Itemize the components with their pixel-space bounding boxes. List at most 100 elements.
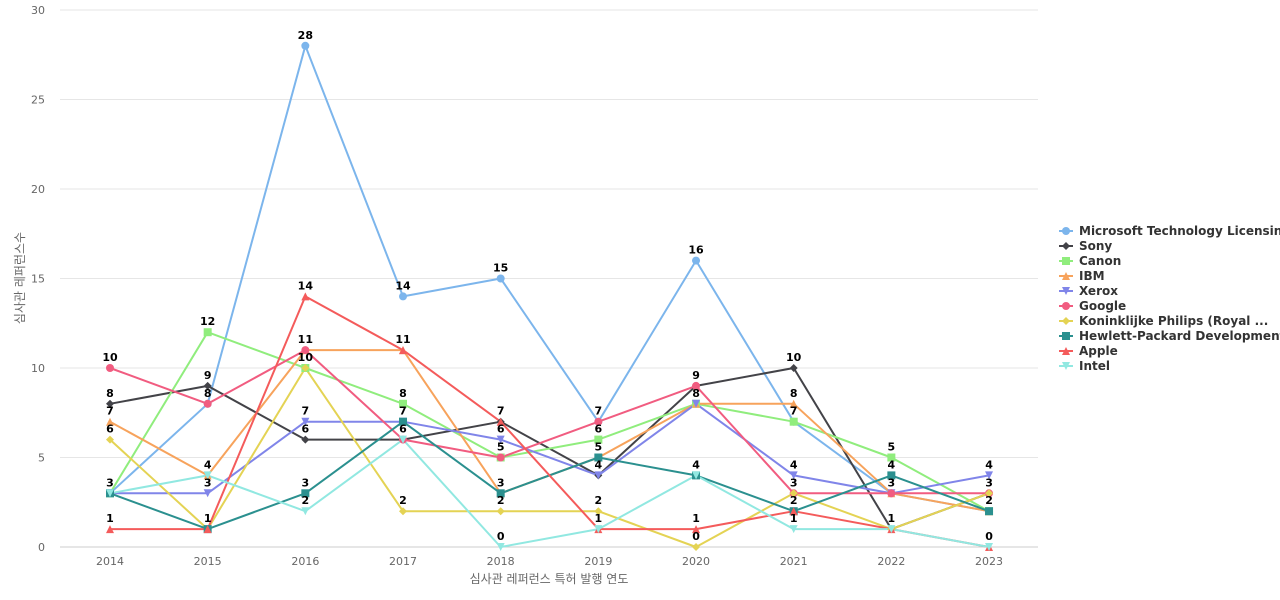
y-axis-ticks: 0 5 10 15 20 25 30 xyxy=(31,4,45,554)
data-point[interactable] xyxy=(203,471,212,480)
data-point[interactable] xyxy=(496,489,505,498)
series-line-9[interactable] xyxy=(109,438,990,548)
data-point[interactable] xyxy=(692,471,701,480)
data-point[interactable] xyxy=(301,292,310,301)
data-point[interactable] xyxy=(301,41,310,50)
data-label: 0 xyxy=(692,530,700,543)
data-point[interactable] xyxy=(789,489,798,498)
data-point[interactable] xyxy=(496,417,505,426)
data-point[interactable] xyxy=(203,328,212,337)
data-point[interactable] xyxy=(203,489,212,498)
data-point[interactable] xyxy=(789,417,798,426)
data-label: 9 xyxy=(692,369,700,382)
data-point[interactable] xyxy=(496,274,505,283)
data-point[interactable] xyxy=(692,525,701,534)
data-point[interactable] xyxy=(106,417,114,426)
y-tick-label: 10 xyxy=(31,362,45,375)
data-point[interactable] xyxy=(203,399,212,408)
data-point[interactable] xyxy=(301,507,310,516)
data-label: 3 xyxy=(985,476,993,489)
data-point[interactable] xyxy=(789,471,798,480)
legend-marker[interactable] xyxy=(1062,242,1070,250)
data-point[interactable] xyxy=(399,399,408,408)
data-label: 11 xyxy=(395,333,410,346)
data-point[interactable] xyxy=(301,346,310,355)
data-point[interactable] xyxy=(496,453,505,462)
data-point[interactable] xyxy=(203,381,212,390)
data-point[interactable] xyxy=(692,543,701,551)
data-point[interactable] xyxy=(887,489,896,498)
legend-item[interactable]: Intel xyxy=(1059,359,1110,373)
legend-marker[interactable] xyxy=(1062,302,1070,310)
data-point[interactable] xyxy=(594,525,603,534)
data-point[interactable] xyxy=(301,417,310,426)
legend-item[interactable]: Google xyxy=(1059,299,1126,313)
data-point[interactable] xyxy=(399,507,408,516)
data-point[interactable] xyxy=(789,525,798,534)
series-line-6[interactable] xyxy=(109,367,990,548)
series-line-0[interactable] xyxy=(109,44,990,513)
data-point[interactable] xyxy=(594,417,603,426)
series-line-4[interactable] xyxy=(110,402,990,495)
data-label: 7 xyxy=(106,405,114,418)
legend-item[interactable]: Hewlett-Packard Development xyxy=(1059,329,1280,343)
legend-marker[interactable] xyxy=(1062,287,1070,295)
legend[interactable]: Microsoft Technology LicensingSonyCanonI… xyxy=(1059,224,1280,373)
legend-marker[interactable] xyxy=(1062,257,1070,265)
legend-marker[interactable] xyxy=(1062,272,1070,280)
legend-label: Hewlett-Packard Development xyxy=(1079,329,1280,343)
data-point[interactable] xyxy=(887,525,896,534)
data-point[interactable] xyxy=(985,543,994,551)
data-point[interactable] xyxy=(399,292,408,301)
data-point[interactable] xyxy=(203,525,212,534)
data-point[interactable] xyxy=(692,381,701,390)
data-point[interactable] xyxy=(399,435,408,444)
data-label: 1 xyxy=(888,512,896,525)
legend-item[interactable]: Xerox xyxy=(1059,284,1118,298)
data-point[interactable] xyxy=(106,399,114,408)
legend-marker[interactable] xyxy=(1062,227,1070,235)
legend-marker[interactable] xyxy=(1062,332,1070,340)
data-point[interactable] xyxy=(496,507,505,516)
legend-item[interactable]: Apple xyxy=(1059,344,1118,358)
data-point[interactable] xyxy=(692,399,701,408)
data-point[interactable] xyxy=(594,453,603,462)
data-label: 0 xyxy=(985,530,993,543)
data-label: 8 xyxy=(399,387,407,400)
data-point[interactable] xyxy=(887,471,896,480)
data-point[interactable] xyxy=(301,489,310,498)
legend-marker[interactable] xyxy=(1062,362,1070,370)
series-line-8[interactable] xyxy=(110,295,990,548)
data-point[interactable] xyxy=(399,417,408,426)
data-point[interactable] xyxy=(985,489,994,498)
data-point[interactable] xyxy=(692,256,701,265)
data-point[interactable] xyxy=(789,364,798,372)
data-point[interactable] xyxy=(594,435,603,444)
data-point[interactable] xyxy=(106,364,114,372)
data-label: 11 xyxy=(298,333,313,346)
legend-item[interactable]: Canon xyxy=(1059,254,1121,268)
data-point[interactable] xyxy=(106,525,114,534)
legend-marker[interactable] xyxy=(1062,347,1070,355)
data-point[interactable] xyxy=(301,364,310,372)
data-point[interactable] xyxy=(106,435,114,444)
data-point[interactable] xyxy=(887,453,896,462)
legend-marker[interactable] xyxy=(1062,317,1070,325)
data-point[interactable] xyxy=(496,543,505,551)
data-point[interactable] xyxy=(301,435,310,444)
legend-item[interactable]: Koninklijke Philips (Royal ... xyxy=(1059,314,1268,328)
data-point[interactable] xyxy=(985,507,994,516)
series-line-2[interactable] xyxy=(109,331,990,513)
data-point[interactable] xyxy=(496,435,505,444)
legend-item[interactable]: IBM xyxy=(1059,269,1105,283)
data-point[interactable] xyxy=(985,471,994,480)
legend-item[interactable]: Microsoft Technology Licensing xyxy=(1059,224,1280,238)
data-point[interactable] xyxy=(399,346,408,355)
legend-item[interactable]: Sony xyxy=(1059,239,1112,253)
data-point[interactable] xyxy=(594,471,603,480)
data-point[interactable] xyxy=(789,399,798,408)
data-point[interactable] xyxy=(106,489,114,498)
data-label: 9 xyxy=(204,369,212,382)
data-point[interactable] xyxy=(789,507,798,516)
data-point[interactable] xyxy=(594,507,603,516)
